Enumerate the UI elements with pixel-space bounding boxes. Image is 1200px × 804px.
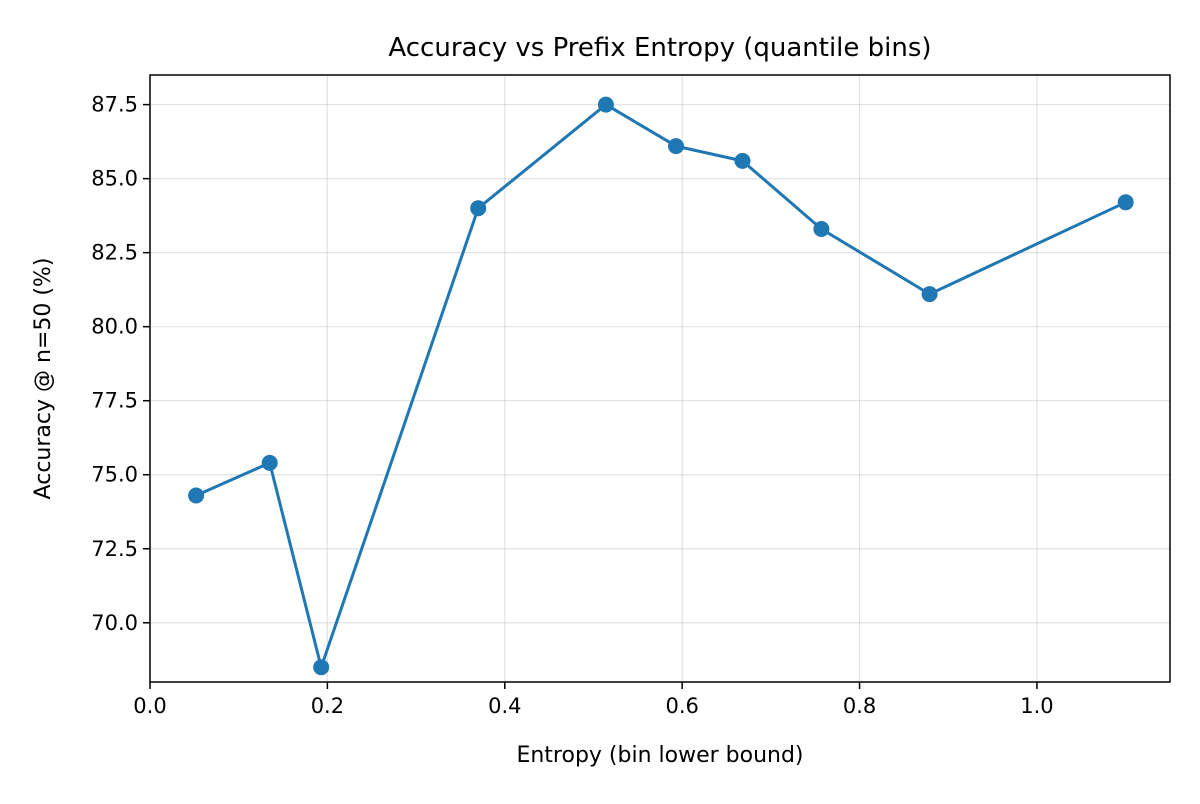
data-point	[668, 138, 684, 155]
y-tick-label: 82.5	[91, 241, 138, 265]
grid	[149, 75, 1170, 682]
x-tick-label: 0.8	[843, 694, 876, 718]
series-layer	[188, 96, 1134, 676]
y-tick-label: 87.5	[91, 93, 138, 117]
x-axis-title: Entropy (bin lower bound)	[516, 743, 803, 768]
data-point	[188, 487, 205, 504]
y-tick-label: 80.0	[91, 315, 138, 339]
x-tick-label: 1.0	[1020, 694, 1053, 718]
data-point	[734, 152, 751, 169]
y-tick-label: 85.0	[91, 167, 138, 191]
data-point	[921, 286, 938, 303]
y-tick-label: 75.0	[91, 463, 138, 487]
ticks: 0.0 0.2 0.4 0.6 0.8 1.0 70.0 72.5 75.0 77.5 80.0 82…	[91, 93, 1053, 718]
x-tick-label: 0.0	[133, 694, 166, 718]
chart-title: Accuracy vs Prefix Entropy (quantile bin…	[388, 33, 931, 63]
data-point	[470, 200, 487, 217]
series-line	[195, 103, 1127, 669]
data-point	[261, 454, 278, 471]
data-point	[597, 96, 614, 113]
y-tick-label: 77.5	[91, 389, 138, 413]
data-point	[813, 221, 830, 237]
plot-frame	[149, 74, 1171, 683]
data-point	[313, 659, 330, 676]
y-axis-title: Accuracy @ n=50 (%)	[31, 258, 56, 500]
x-tick-label: 0.2	[311, 694, 344, 718]
x-tick-label: 0.4	[488, 694, 521, 718]
data-point	[1117, 194, 1134, 211]
y-tick-label: 70.0	[91, 611, 138, 635]
x-tick-label: 0.6	[665, 694, 698, 718]
y-tick-label: 72.5	[91, 537, 138, 561]
